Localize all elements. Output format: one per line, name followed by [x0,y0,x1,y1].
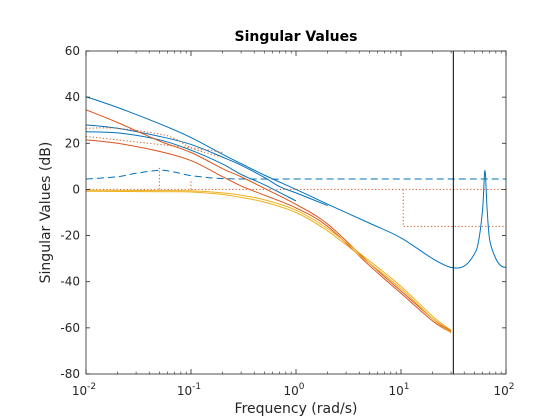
y-tick-label: -60 [60,321,80,335]
x-axis-label: Frequency (rad/s) [235,401,358,417]
y-tick-label: 60 [65,44,80,58]
y-tick-label: -80 [60,367,80,381]
y-tick-label: -40 [60,275,80,289]
chart-title: Singular Values [235,29,358,45]
y-tick-label: 0 [72,182,80,196]
y-tick-label: -20 [60,229,80,243]
y-axis-label: Singular Values (dB) [38,142,54,284]
y-tick-label: 20 [65,136,80,150]
y-tick-label: 40 [65,90,80,104]
